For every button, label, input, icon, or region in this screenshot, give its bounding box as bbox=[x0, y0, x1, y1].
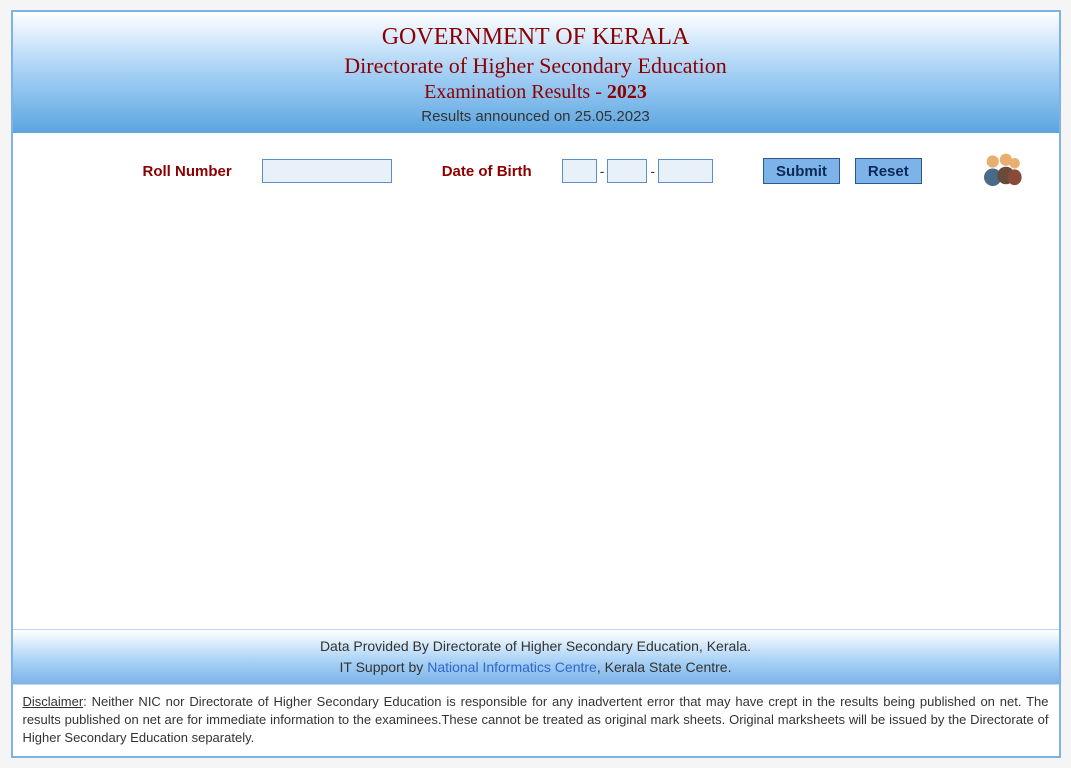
disclaimer-text: : Neither NIC nor Directorate of Higher … bbox=[23, 694, 1049, 745]
header-title-directorate: Directorate of Higher Secondary Educatio… bbox=[13, 53, 1059, 79]
footer-banner: Data Provided By Directorate of Higher S… bbox=[13, 629, 1059, 685]
form-section: Roll Number Date of Birth - - Submit Res… bbox=[13, 133, 1059, 209]
header-subtitle: Results announced on 25.05.2023 bbox=[13, 108, 1059, 125]
roll-number-input[interactable] bbox=[262, 159, 392, 183]
dob-year-input[interactable] bbox=[658, 159, 713, 183]
header-title-exam: Examination Results - 2023 bbox=[13, 81, 1059, 104]
roll-number-label: Roll Number bbox=[143, 163, 232, 180]
reset-button[interactable]: Reset bbox=[855, 158, 922, 184]
dob-separator-1: - bbox=[600, 163, 605, 179]
main-container: GOVERNMENT OF KERALA Directorate of High… bbox=[11, 10, 1061, 758]
dob-label: Date of Birth bbox=[442, 163, 532, 180]
footer-it-prefix: IT Support by bbox=[340, 659, 428, 675]
header-title-government: GOVERNMENT OF KERALA bbox=[13, 24, 1059, 51]
results-content-area bbox=[13, 209, 1059, 629]
footer-data-provided: Data Provided By Directorate of Higher S… bbox=[13, 636, 1059, 657]
submit-button[interactable]: Submit bbox=[763, 158, 840, 184]
header-banner: GOVERNMENT OF KERALA Directorate of High… bbox=[13, 12, 1059, 133]
footer-nic-link[interactable]: National Informatics Centre bbox=[427, 659, 597, 675]
dob-day-input[interactable] bbox=[562, 159, 597, 183]
footer-it-suffix: , Kerala State Centre. bbox=[597, 659, 732, 675]
footer-it-support: IT Support by National Informatics Centr… bbox=[13, 657, 1059, 678]
button-group: Submit Reset bbox=[763, 158, 922, 184]
header-title-prefix: Examination Results - bbox=[424, 81, 607, 103]
people-icon bbox=[979, 151, 1024, 191]
disclaimer-section: Disclaimer: Neither NIC nor Directorate … bbox=[13, 685, 1059, 756]
header-title-year: 2023 bbox=[607, 81, 647, 103]
dob-month-input[interactable] bbox=[607, 159, 647, 183]
dob-separator-2: - bbox=[650, 163, 655, 179]
disclaimer-label: Disclaimer bbox=[23, 694, 84, 709]
dob-input-group: - - bbox=[562, 159, 713, 183]
